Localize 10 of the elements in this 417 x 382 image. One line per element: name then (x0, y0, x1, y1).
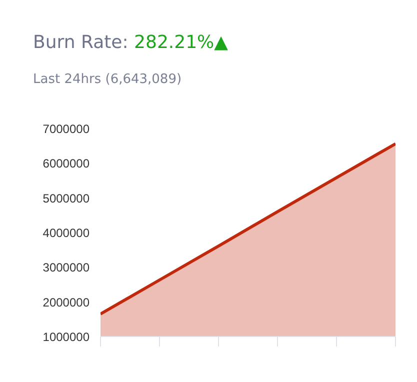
y-tick-label: 5000000 (42, 191, 90, 206)
y-tick-label: 7000000 (42, 122, 90, 136)
chart-subtitle: Last 24hrs (6,643,089) (33, 72, 182, 87)
y-tick-label: 3000000 (42, 260, 90, 275)
y-tick-label: 1000000 (42, 330, 90, 344)
chart-title: Burn Rate: (33, 32, 128, 53)
y-tick-label: 4000000 (42, 226, 90, 240)
text: 282.21%▲ (133, 32, 228, 53)
y-tick-label: 6000000 (42, 156, 90, 171)
y-tick-label: 2000000 (42, 295, 90, 310)
